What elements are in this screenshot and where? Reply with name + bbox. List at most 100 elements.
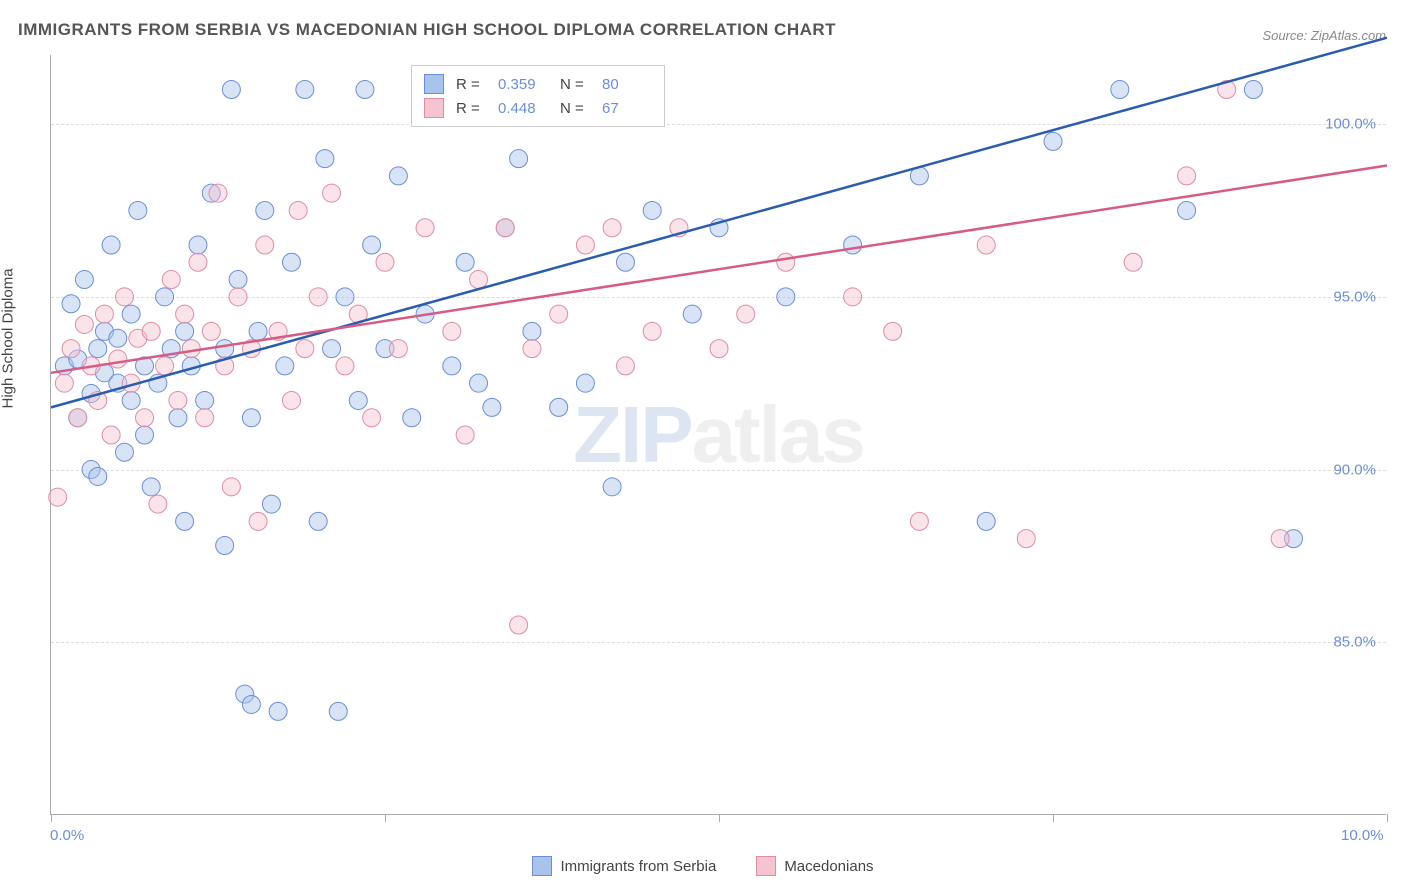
data-point bbox=[115, 443, 133, 461]
data-point bbox=[222, 81, 240, 99]
data-point bbox=[115, 288, 133, 306]
data-point bbox=[242, 409, 260, 427]
r-label: R = bbox=[456, 100, 486, 117]
data-point bbox=[176, 305, 194, 323]
data-point bbox=[196, 391, 214, 409]
data-point bbox=[89, 340, 107, 358]
data-point bbox=[470, 271, 488, 289]
data-point bbox=[276, 357, 294, 375]
chart-title: IMMIGRANTS FROM SERBIA VS MACEDONIAN HIG… bbox=[18, 20, 836, 40]
source-attribution: Source: ZipAtlas.com bbox=[1262, 28, 1386, 43]
data-point bbox=[269, 702, 287, 720]
x-tick bbox=[1387, 814, 1388, 822]
legend-swatch-serbia bbox=[424, 74, 444, 94]
data-point bbox=[102, 236, 120, 254]
legend-row-macedonia: R = 0.448 N = 67 bbox=[424, 96, 652, 120]
data-point bbox=[576, 236, 594, 254]
n-label: N = bbox=[560, 76, 590, 93]
data-point bbox=[189, 236, 207, 254]
legend-label-macedonia: Macedonians bbox=[784, 858, 873, 875]
data-point bbox=[777, 288, 795, 306]
chart-container: IMMIGRANTS FROM SERBIA VS MACEDONIAN HIG… bbox=[0, 0, 1406, 892]
data-point bbox=[109, 329, 127, 347]
data-point bbox=[389, 167, 407, 185]
data-point bbox=[122, 391, 140, 409]
data-point bbox=[356, 81, 374, 99]
data-point bbox=[156, 288, 174, 306]
data-point bbox=[844, 236, 862, 254]
data-point bbox=[510, 616, 528, 634]
legend-row-serbia: R = 0.359 N = 80 bbox=[424, 72, 652, 96]
data-point bbox=[403, 409, 421, 427]
data-point bbox=[229, 288, 247, 306]
data-point bbox=[643, 322, 661, 340]
data-point bbox=[75, 315, 93, 333]
data-point bbox=[550, 398, 568, 416]
data-point bbox=[256, 201, 274, 219]
data-point bbox=[363, 409, 381, 427]
data-point bbox=[229, 271, 247, 289]
data-point bbox=[169, 391, 187, 409]
legend-swatch-serbia bbox=[532, 856, 552, 876]
data-point bbox=[62, 295, 80, 313]
data-point bbox=[376, 253, 394, 271]
data-point bbox=[363, 236, 381, 254]
data-point bbox=[977, 236, 995, 254]
r-value-macedonia: 0.448 bbox=[498, 100, 548, 117]
correlation-legend: R = 0.359 N = 80 R = 0.448 N = 67 bbox=[411, 65, 665, 127]
data-point bbox=[262, 495, 280, 513]
data-point bbox=[182, 340, 200, 358]
data-point bbox=[576, 374, 594, 392]
data-point bbox=[1111, 81, 1129, 99]
data-point bbox=[1178, 167, 1196, 185]
legend-label-serbia: Immigrants from Serbia bbox=[560, 858, 716, 875]
data-point bbox=[329, 702, 347, 720]
data-point bbox=[456, 426, 474, 444]
data-point bbox=[216, 537, 234, 555]
n-value-macedonia: 67 bbox=[602, 100, 652, 117]
data-point bbox=[323, 340, 341, 358]
data-point bbox=[710, 340, 728, 358]
data-point bbox=[109, 350, 127, 368]
data-point bbox=[142, 478, 160, 496]
data-point bbox=[510, 150, 528, 168]
scatter-plot bbox=[51, 55, 1386, 814]
legend-item-macedonia: Macedonians bbox=[756, 856, 873, 876]
data-point bbox=[142, 322, 160, 340]
data-point bbox=[316, 150, 334, 168]
r-value-serbia: 0.359 bbox=[498, 76, 548, 93]
data-point bbox=[349, 391, 367, 409]
data-point bbox=[910, 512, 928, 530]
data-point bbox=[616, 357, 634, 375]
data-point bbox=[443, 322, 461, 340]
legend-swatch-macedonia bbox=[756, 856, 776, 876]
data-point bbox=[296, 340, 314, 358]
data-point bbox=[136, 426, 154, 444]
legend-swatch-macedonia bbox=[424, 98, 444, 118]
data-point bbox=[102, 426, 120, 444]
legend-item-serbia: Immigrants from Serbia bbox=[532, 856, 716, 876]
data-point bbox=[309, 288, 327, 306]
x-tick bbox=[385, 814, 386, 822]
data-point bbox=[162, 271, 180, 289]
data-point bbox=[737, 305, 755, 323]
data-point bbox=[129, 201, 147, 219]
data-point bbox=[683, 305, 701, 323]
data-point bbox=[443, 357, 461, 375]
data-point bbox=[156, 357, 174, 375]
data-point bbox=[282, 391, 300, 409]
data-point bbox=[309, 512, 327, 530]
data-point bbox=[149, 495, 167, 513]
data-point bbox=[289, 201, 307, 219]
data-point bbox=[95, 305, 113, 323]
data-point bbox=[643, 201, 661, 219]
data-point bbox=[336, 288, 354, 306]
data-point bbox=[416, 219, 434, 237]
data-point bbox=[456, 253, 474, 271]
data-point bbox=[189, 253, 207, 271]
n-label: N = bbox=[560, 100, 590, 117]
data-point bbox=[470, 374, 488, 392]
data-point bbox=[389, 340, 407, 358]
data-point bbox=[62, 340, 80, 358]
data-point bbox=[202, 322, 220, 340]
